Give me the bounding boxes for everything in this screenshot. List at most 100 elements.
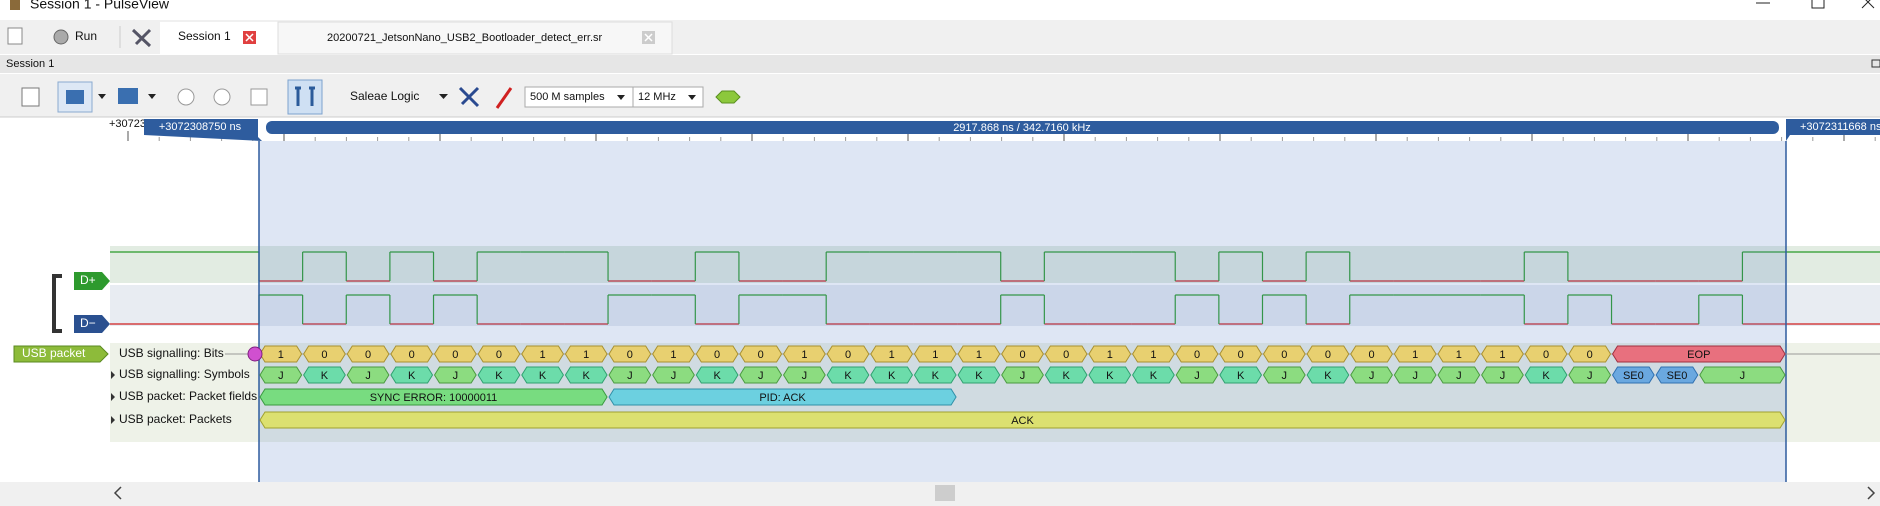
annotation-text[interactable]: 0 [1587, 349, 1593, 361]
run-icon[interactable] [53, 29, 69, 45]
annotation-text[interactable]: 0 [1281, 349, 1287, 361]
annotation[interactable] [1219, 366, 1263, 384]
expand-arrow[interactable] [111, 371, 115, 379]
annotation-text[interactable]: J [365, 370, 371, 382]
file-tab-label[interactable]: 20200721_JetsonNano_USB2_Bootloader_dete… [327, 32, 603, 44]
annotation-text[interactable]: K [1237, 370, 1245, 382]
annotation-text[interactable]: 0 [1194, 349, 1200, 361]
maximize-button[interactable] [1811, 0, 1825, 9]
annotation-text[interactable]: SE0 [1623, 370, 1644, 382]
zoom-fit-button[interactable] [250, 88, 268, 106]
annotation-text[interactable]: K [713, 370, 721, 382]
dropdown-arrow[interactable] [98, 94, 106, 99]
annotation[interactable] [739, 366, 783, 384]
annotation[interactable] [346, 345, 390, 363]
annotation-text[interactable]: 1 [1412, 349, 1418, 361]
annotation[interactable] [1262, 366, 1306, 384]
annotation-text[interactable]: PID: ACK [759, 392, 806, 404]
settings-icon[interactable] [131, 28, 152, 48]
annotation[interactable] [695, 345, 739, 363]
add-decoder-button[interactable] [715, 90, 741, 104]
annotation[interactable] [303, 345, 346, 363]
dropdown-arrow[interactable] [688, 95, 696, 100]
device-config-button[interactable] [458, 86, 480, 108]
annotation-text[interactable]: J [278, 370, 284, 382]
annotation-text[interactable]: SE0 [1667, 370, 1688, 382]
annotation-text[interactable]: 1 [1107, 349, 1113, 361]
annotation[interactable] [1044, 366, 1088, 384]
annotation-text[interactable]: J [802, 370, 808, 382]
annotation[interactable] [259, 345, 303, 363]
cursor-b-flag[interactable] [1786, 119, 1880, 141]
annotation[interactable] [1132, 366, 1175, 384]
annotation[interactable] [521, 366, 564, 384]
annotation-text[interactable]: K [888, 370, 896, 382]
annotation-text[interactable]: EOP [1687, 349, 1710, 361]
annotation[interactable] [913, 345, 957, 363]
annotation-text[interactable]: 0 [1369, 349, 1375, 361]
decoder-name[interactable]: USB packet [22, 346, 86, 360]
annotation-text[interactable]: J [1282, 370, 1288, 382]
rate-combo[interactable] [632, 86, 704, 108]
annotation-text[interactable]: 1 [889, 349, 895, 361]
decoder-row-label[interactable]: USB signalling: Symbols [119, 367, 250, 381]
annotation[interactable] [1524, 366, 1568, 384]
annotation-text[interactable]: J [1020, 370, 1026, 382]
annotation[interactable] [1393, 366, 1437, 384]
annotation[interactable] [303, 366, 346, 384]
annotation[interactable] [1524, 345, 1568, 363]
session-tab[interactable] [160, 22, 278, 54]
annotation[interactable] [1175, 345, 1219, 363]
decoder-row-label[interactable]: USB packet: Packets [119, 412, 232, 426]
zoom-in-button[interactable] [177, 88, 195, 106]
annotation-text[interactable]: 0 [409, 349, 415, 361]
expand-arrow[interactable] [111, 416, 115, 424]
annotation-text[interactable]: 0 [1325, 349, 1331, 361]
annotation[interactable] [739, 345, 783, 363]
channel-name[interactable]: D− [80, 316, 96, 330]
dock-float-button[interactable] [1871, 59, 1880, 68]
annotation[interactable] [1611, 345, 1786, 363]
annotation-text[interactable]: K [1542, 370, 1550, 382]
run-button[interactable]: Run [75, 29, 97, 43]
annotation[interactable] [608, 388, 957, 406]
annotation[interactable] [1306, 366, 1350, 384]
annotation[interactable] [652, 366, 695, 384]
annotation-text[interactable]: K [1062, 370, 1070, 382]
annotation[interactable] [1350, 366, 1393, 384]
annotation[interactable] [1132, 345, 1175, 363]
annotation-text[interactable]: J [1194, 370, 1200, 382]
annotation-text[interactable]: 0 [714, 349, 720, 361]
annotation[interactable] [1044, 345, 1088, 363]
annotation[interactable] [870, 366, 914, 384]
decoder-row-label[interactable]: USB packet: Packet fields [119, 389, 257, 403]
new-view-button[interactable] [21, 87, 40, 107]
annotation-text[interactable]: J [1412, 370, 1418, 382]
annotation-text[interactable]: 1 [1499, 349, 1505, 361]
annotation-text[interactable]: K [932, 370, 940, 382]
annotation[interactable] [433, 366, 477, 384]
annotation-text[interactable]: K [844, 370, 852, 382]
annotation-text[interactable]: J [627, 370, 633, 382]
decoder-row-label[interactable]: USB signalling: Bits [119, 346, 224, 360]
expand-arrow[interactable] [111, 393, 115, 401]
annotation-text[interactable]: J [1456, 370, 1462, 382]
decoder-flag[interactable] [13, 345, 109, 363]
annotation-text[interactable]: K [583, 370, 591, 382]
rate-value[interactable]: 12 MHz [638, 91, 676, 103]
device-selector[interactable]: Saleae Logic [350, 89, 419, 103]
annotation[interactable] [1699, 366, 1786, 384]
scroll-right[interactable] [1867, 486, 1876, 500]
annotation-text[interactable]: J [1369, 370, 1375, 382]
annotation-text[interactable]: K [539, 370, 547, 382]
annotation[interactable] [477, 345, 521, 363]
new-session-button[interactable] [7, 27, 23, 45]
annotation[interactable] [390, 345, 434, 363]
annotation-text[interactable]: J [671, 370, 677, 382]
annotation-text[interactable]: 1 [670, 349, 676, 361]
annotation[interactable] [782, 366, 826, 384]
annotation-text[interactable]: 1 [932, 349, 938, 361]
annotation[interactable] [826, 345, 870, 363]
session-tab-label[interactable]: Session 1 [178, 29, 231, 43]
annotation[interactable] [1175, 366, 1219, 384]
